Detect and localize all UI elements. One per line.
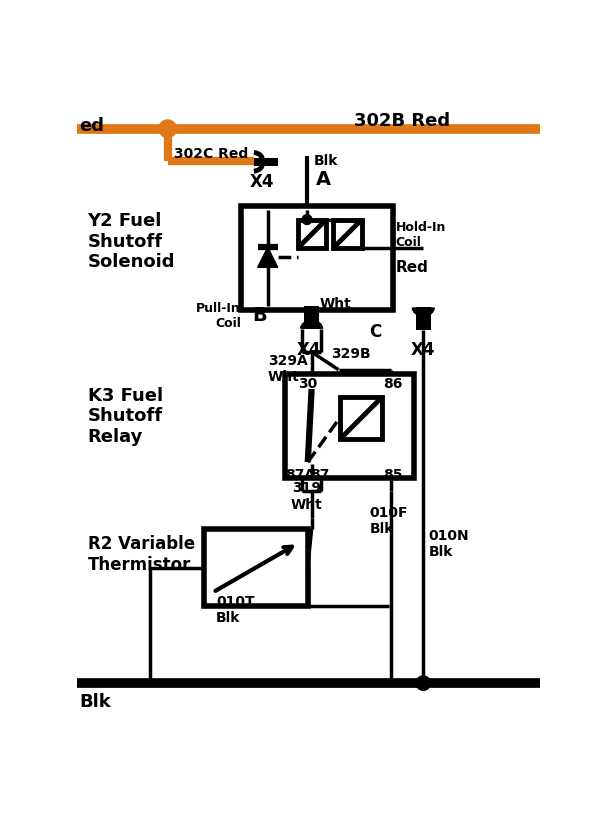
Text: R2 Variable
Thermistor: R2 Variable Thermistor: [87, 535, 194, 574]
Text: 329B: 329B: [331, 347, 370, 361]
Text: ed: ed: [79, 118, 104, 135]
Circle shape: [160, 121, 175, 136]
Text: K3 Fuel
Shutoff
Relay: K3 Fuel Shutoff Relay: [87, 387, 163, 446]
Bar: [415, 308, 431, 330]
Text: C: C: [370, 323, 382, 341]
Text: 302B Red: 302B Red: [354, 112, 450, 130]
Text: 302C Red: 302C Red: [174, 147, 248, 162]
Text: X4: X4: [411, 341, 435, 359]
Text: Blk: Blk: [79, 693, 111, 711]
Text: 329A
Wht: 329A Wht: [268, 353, 308, 384]
Text: 30: 30: [299, 377, 318, 391]
Text: Pull-In
Coil: Pull-In Coil: [196, 302, 241, 330]
Text: Red: Red: [396, 259, 429, 275]
Bar: [298, 220, 326, 248]
Bar: [285, 374, 414, 477]
Polygon shape: [258, 247, 278, 268]
Bar: [340, 397, 382, 439]
Text: 86: 86: [383, 377, 403, 391]
Bar: [304, 306, 319, 329]
Text: 87: 87: [310, 468, 329, 481]
Text: 85: 85: [383, 468, 403, 481]
Text: X4: X4: [297, 341, 321, 359]
Circle shape: [303, 215, 311, 224]
Text: 010F
Blk: 010F Blk: [370, 506, 408, 536]
Bar: [241, 206, 393, 309]
Text: Y2 Fuel
Shutoff
Solenoid: Y2 Fuel Shutoff Solenoid: [87, 212, 175, 272]
Text: 87A: 87A: [285, 468, 315, 481]
Text: 319
Wht: 319 Wht: [290, 481, 322, 512]
Text: Wht: Wht: [320, 296, 352, 311]
Text: Hold-In
Coil: Hold-In Coil: [396, 221, 446, 249]
Text: A: A: [315, 170, 330, 188]
Circle shape: [417, 677, 429, 690]
Bar: [333, 220, 362, 248]
Text: B: B: [252, 306, 267, 325]
Text: 010T
Blk: 010T Blk: [216, 595, 255, 625]
Bar: [254, 158, 279, 166]
Text: 010N
Blk: 010N Blk: [429, 529, 470, 559]
Text: Blk: Blk: [314, 154, 338, 168]
Text: X4: X4: [249, 173, 274, 191]
Bar: [204, 529, 308, 606]
